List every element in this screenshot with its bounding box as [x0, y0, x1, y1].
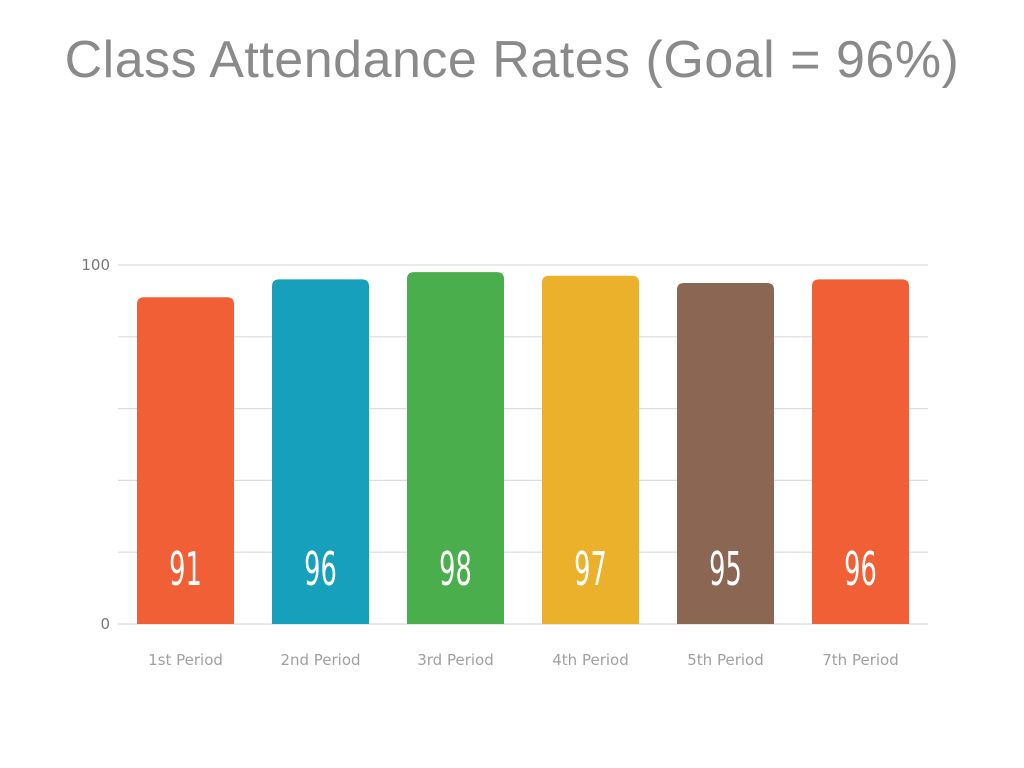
bar	[677, 282, 774, 624]
bar	[272, 279, 369, 624]
data-label: 96	[304, 543, 337, 597]
category-label: 3rd Period	[417, 651, 494, 669]
bar	[407, 272, 504, 624]
bar	[542, 275, 639, 624]
bar	[812, 279, 909, 624]
category-label: 4th Period	[552, 651, 628, 669]
bar	[137, 297, 234, 624]
data-label: 98	[439, 543, 472, 597]
category-label: 7th Period	[822, 651, 898, 669]
chart-title: Class Attendance Rates (Goal = 96%)	[64, 31, 960, 89]
data-label: 95	[709, 543, 742, 597]
category-label: 1st Period	[148, 651, 223, 669]
data-label: 96	[844, 543, 877, 597]
category-label: 5th Period	[687, 651, 763, 669]
data-label: 97	[574, 543, 607, 597]
y-tick-label: 0	[100, 615, 110, 633]
y-tick-label: 100	[81, 256, 110, 274]
category-label: 2nd Period	[280, 651, 360, 669]
data-label: 91	[169, 543, 202, 597]
